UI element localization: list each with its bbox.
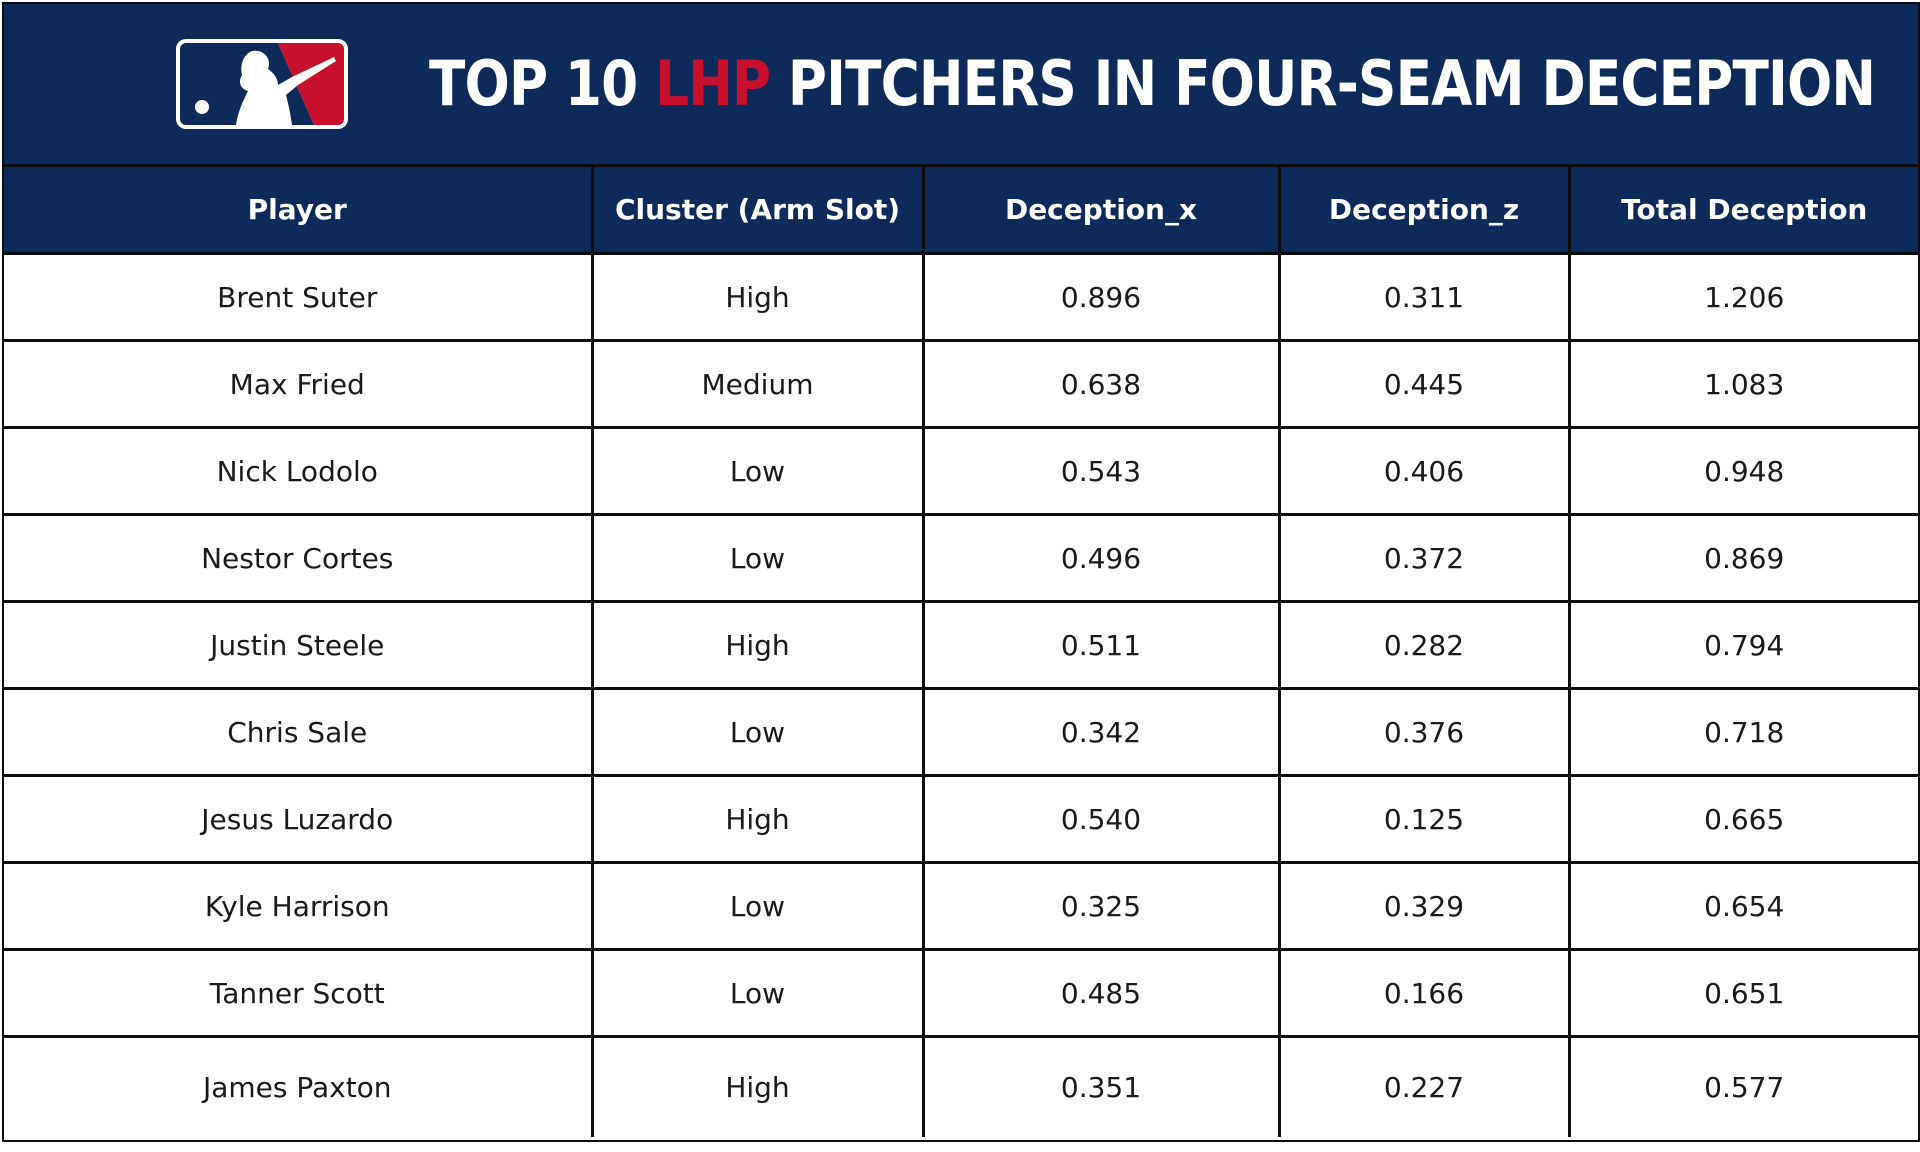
deception-x-cell: 0.540 [921, 774, 1281, 864]
cluster-cell: Low [590, 687, 925, 777]
total-deception-cell: 0.651 [1567, 948, 1918, 1038]
table-row: Nestor Cortes Low 0.496 0.372 0.869 [4, 513, 1918, 603]
deception-z-cell: 0.282 [1277, 600, 1571, 690]
deception-x-cell: 0.351 [921, 1035, 1281, 1137]
total-deception-cell: 0.718 [1567, 687, 1918, 777]
column-header-deception-z: Deception_z [1277, 167, 1571, 255]
table-row: Kyle Harrison Low 0.325 0.329 0.654 [4, 861, 1918, 951]
total-deception-cell: 0.577 [1567, 1035, 1918, 1137]
table-row: Chris Sale Low 0.342 0.376 0.718 [4, 687, 1918, 777]
cluster-cell: Low [590, 513, 925, 603]
table-row: James Paxton High 0.351 0.227 0.577 [4, 1035, 1918, 1137]
player-cell: Kyle Harrison [4, 861, 594, 951]
deception-x-cell: 0.511 [921, 600, 1281, 690]
player-cell: Chris Sale [4, 687, 594, 777]
deception-z-cell: 0.311 [1277, 252, 1571, 342]
deception-x-cell: 0.485 [921, 948, 1281, 1038]
deception-x-cell: 0.496 [921, 513, 1281, 603]
deception-z-cell: 0.166 [1277, 948, 1571, 1038]
cluster-cell: Medium [590, 339, 925, 429]
deception-z-cell: 0.329 [1277, 861, 1571, 951]
column-header-deception-x: Deception_x [921, 167, 1281, 255]
title-accent: LHP [655, 47, 771, 120]
page-title: TOP 10 LHP PITCHERS IN FOUR-SEAM DECEPTI… [429, 42, 1876, 126]
cluster-cell: High [590, 600, 925, 690]
table-row: Max Fried Medium 0.638 0.445 1.083 [4, 339, 1918, 429]
total-deception-cell: 0.948 [1567, 426, 1918, 516]
deception-x-cell: 0.896 [921, 252, 1281, 342]
cluster-cell: High [590, 1035, 925, 1137]
cluster-cell: Low [590, 948, 925, 1038]
cluster-cell: Low [590, 861, 925, 951]
deception-z-cell: 0.406 [1277, 426, 1571, 516]
deception-x-cell: 0.638 [921, 339, 1281, 429]
player-cell: Nick Lodolo [4, 426, 594, 516]
deception-x-cell: 0.342 [921, 687, 1281, 777]
column-header-total-deception: Total Deception [1567, 167, 1918, 255]
deception-x-cell: 0.543 [921, 426, 1281, 516]
cluster-cell: Low [590, 426, 925, 516]
deception-z-cell: 0.227 [1277, 1035, 1571, 1137]
total-deception-cell: 0.869 [1567, 513, 1918, 603]
player-cell: Tanner Scott [4, 948, 594, 1038]
player-cell: Brent Suter [4, 252, 594, 342]
total-deception-cell: 0.665 [1567, 774, 1918, 864]
table-header-row: Player Cluster (Arm Slot) Deception_x De… [4, 167, 1918, 255]
deception-z-cell: 0.445 [1277, 339, 1571, 429]
column-header-player: Player [4, 167, 594, 255]
table-row: Tanner Scott Low 0.485 0.166 0.651 [4, 948, 1918, 1038]
total-deception-cell: 1.083 [1567, 339, 1918, 429]
player-cell: Jesus Luzardo [4, 774, 594, 864]
mlb-logo-icon [176, 39, 348, 129]
deception-x-cell: 0.325 [921, 861, 1281, 951]
cluster-cell: High [590, 252, 925, 342]
player-cell: Justin Steele [4, 600, 594, 690]
header-banner: TOP 10 LHP PITCHERS IN FOUR-SEAM DECEPTI… [4, 4, 1918, 167]
deception-z-cell: 0.376 [1277, 687, 1571, 777]
table-row: Brent Suter High 0.896 0.311 1.206 [4, 252, 1918, 342]
table-row: Jesus Luzardo High 0.540 0.125 0.665 [4, 774, 1918, 864]
deception-z-cell: 0.372 [1277, 513, 1571, 603]
player-cell: Max Fried [4, 339, 594, 429]
player-cell: Nestor Cortes [4, 513, 594, 603]
column-header-cluster: Cluster (Arm Slot) [590, 167, 925, 255]
deception-table: Player Cluster (Arm Slot) Deception_x De… [4, 167, 1918, 1137]
total-deception-cell: 0.654 [1567, 861, 1918, 951]
cluster-cell: High [590, 774, 925, 864]
deception-z-cell: 0.125 [1277, 774, 1571, 864]
table-row: Nick Lodolo Low 0.543 0.406 0.948 [4, 426, 1918, 516]
total-deception-cell: 0.794 [1567, 600, 1918, 690]
total-deception-cell: 1.206 [1567, 252, 1918, 342]
title-suffix: PITCHERS IN FOUR-SEAM DECEPTION [770, 47, 1876, 120]
player-cell: James Paxton [4, 1035, 594, 1137]
title-prefix: TOP 10 [429, 47, 656, 120]
table-row: Justin Steele High 0.511 0.282 0.794 [4, 600, 1918, 690]
